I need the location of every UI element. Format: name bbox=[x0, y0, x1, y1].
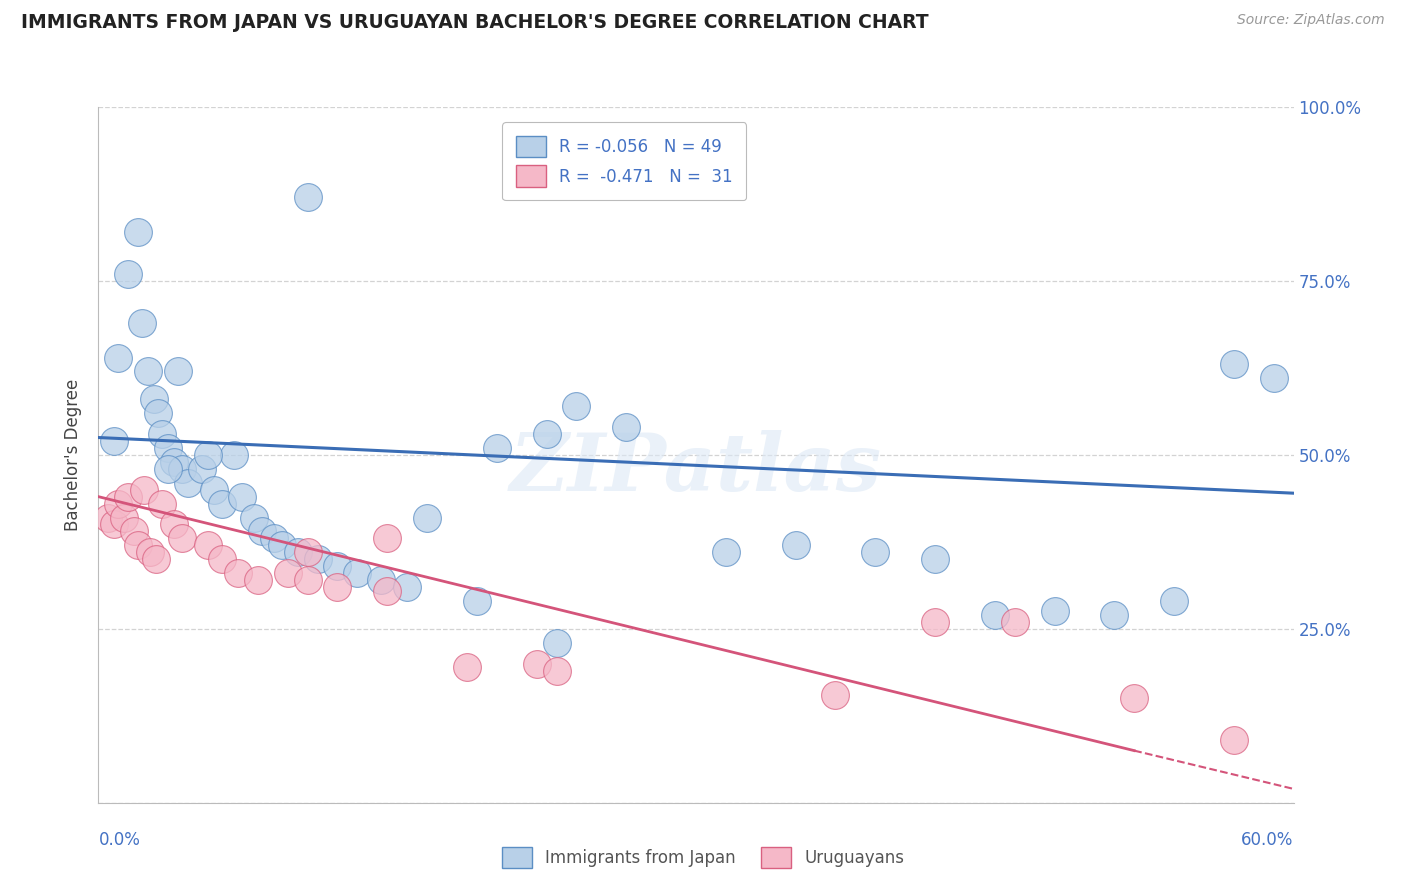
Point bbox=[177, 475, 200, 490]
Legend: R = -0.056   N = 49, R =  -0.471   N =  31: R = -0.056 N = 49, R = -0.471 N = 31 bbox=[502, 122, 747, 200]
Point bbox=[226, 566, 249, 581]
Text: ZIPatlas: ZIPatlas bbox=[510, 430, 882, 508]
Point bbox=[396, 580, 419, 594]
Point bbox=[375, 583, 398, 598]
Point bbox=[157, 462, 180, 476]
Point bbox=[785, 538, 807, 552]
Point bbox=[307, 552, 329, 566]
Point bbox=[924, 552, 946, 566]
Point bbox=[150, 497, 173, 511]
Point bbox=[1223, 733, 1246, 747]
Point bbox=[526, 657, 548, 671]
Text: 60.0%: 60.0% bbox=[1241, 830, 1294, 848]
Point bbox=[243, 510, 266, 524]
Point bbox=[1123, 691, 1146, 706]
Point bbox=[172, 532, 194, 546]
Point bbox=[117, 267, 139, 281]
Point bbox=[136, 364, 159, 378]
Point bbox=[984, 607, 1007, 622]
Point bbox=[1263, 371, 1285, 385]
Point bbox=[416, 510, 439, 524]
Point bbox=[297, 190, 319, 204]
Point bbox=[297, 573, 319, 587]
Point bbox=[127, 538, 149, 552]
Point bbox=[172, 462, 194, 476]
Point bbox=[924, 615, 946, 629]
Point bbox=[546, 636, 568, 650]
Point bbox=[250, 524, 273, 539]
Point bbox=[134, 483, 156, 497]
Point bbox=[465, 594, 488, 608]
Point bbox=[148, 406, 170, 420]
Point bbox=[231, 490, 253, 504]
Point bbox=[112, 510, 135, 524]
Point bbox=[546, 664, 568, 678]
Point bbox=[375, 532, 398, 546]
Point bbox=[346, 566, 368, 581]
Point bbox=[163, 455, 186, 469]
Point bbox=[143, 392, 166, 407]
Point bbox=[202, 483, 225, 497]
Point bbox=[863, 545, 887, 559]
Point bbox=[197, 538, 219, 552]
Point bbox=[287, 545, 309, 559]
Point bbox=[197, 448, 219, 462]
Point bbox=[536, 427, 558, 442]
Point bbox=[97, 510, 120, 524]
Point bbox=[191, 462, 214, 476]
Point bbox=[1223, 358, 1246, 372]
Point bbox=[614, 420, 637, 434]
Point bbox=[485, 441, 508, 455]
Point bbox=[211, 497, 233, 511]
Point bbox=[107, 497, 129, 511]
Point bbox=[1004, 615, 1026, 629]
Point bbox=[131, 316, 153, 330]
Point bbox=[107, 351, 129, 365]
Point bbox=[103, 517, 125, 532]
Text: Source: ZipAtlas.com: Source: ZipAtlas.com bbox=[1237, 13, 1385, 28]
Point bbox=[127, 225, 149, 239]
Point bbox=[157, 441, 180, 455]
Point bbox=[1163, 594, 1185, 608]
Point bbox=[150, 427, 173, 442]
Point bbox=[124, 524, 146, 539]
Point bbox=[263, 532, 285, 546]
Point bbox=[714, 545, 737, 559]
Text: 0.0%: 0.0% bbox=[98, 830, 141, 848]
Point bbox=[222, 448, 245, 462]
Point bbox=[246, 573, 269, 587]
Point bbox=[139, 545, 162, 559]
Y-axis label: Bachelor's Degree: Bachelor's Degree bbox=[65, 379, 83, 531]
Point bbox=[1104, 607, 1126, 622]
Point bbox=[145, 552, 167, 566]
Text: IMMIGRANTS FROM JAPAN VS URUGUAYAN BACHELOR'S DEGREE CORRELATION CHART: IMMIGRANTS FROM JAPAN VS URUGUAYAN BACHE… bbox=[21, 13, 929, 32]
Point bbox=[167, 364, 190, 378]
Point bbox=[211, 552, 233, 566]
Point bbox=[297, 545, 319, 559]
Legend: Immigrants from Japan, Uruguayans: Immigrants from Japan, Uruguayans bbox=[495, 840, 911, 875]
Point bbox=[163, 517, 186, 532]
Point bbox=[277, 566, 299, 581]
Point bbox=[270, 538, 292, 552]
Point bbox=[326, 580, 349, 594]
Point bbox=[565, 399, 588, 413]
Point bbox=[103, 434, 125, 448]
Point bbox=[1043, 605, 1066, 619]
Point bbox=[370, 573, 392, 587]
Point bbox=[117, 490, 139, 504]
Point bbox=[456, 660, 478, 674]
Point bbox=[824, 688, 846, 702]
Point bbox=[326, 559, 349, 574]
